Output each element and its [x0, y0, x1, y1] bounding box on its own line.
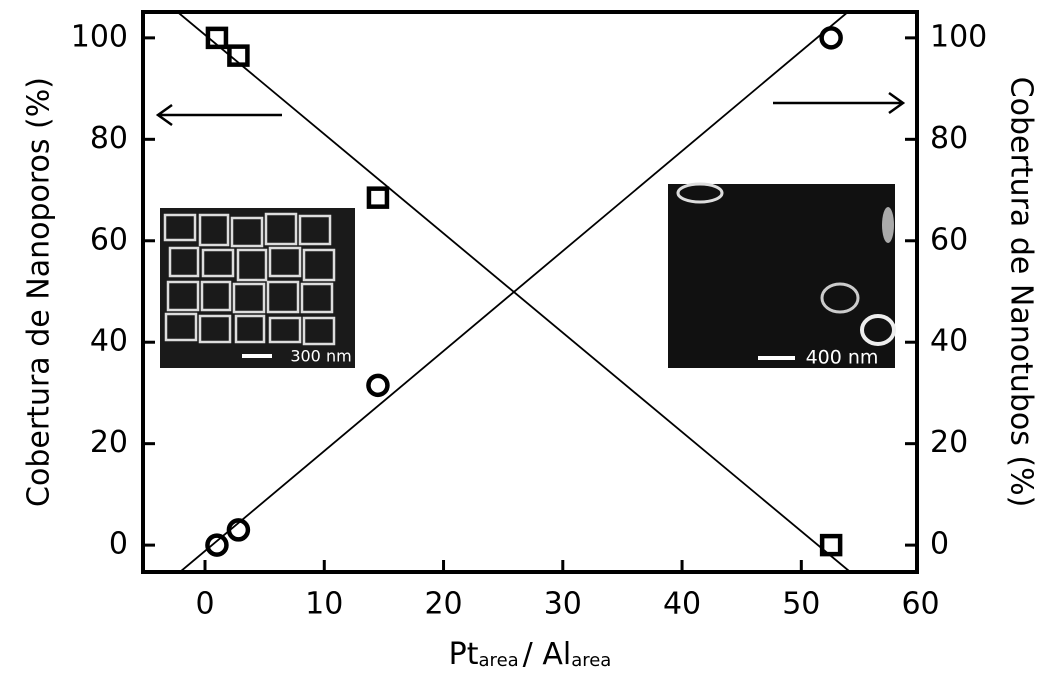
y2-tick-label: 100 [930, 19, 987, 54]
x-axis-label: Ptarea/ Alarea [449, 637, 612, 672]
x-label-part: Pt [449, 637, 479, 672]
x-label-sub: area [571, 650, 611, 671]
y-tick-label: 100 [71, 19, 128, 54]
y2-tick-label: 20 [930, 425, 968, 460]
x-tick-label: 60 [901, 587, 939, 622]
x-label-part: / Al [523, 637, 572, 672]
arrows [158, 93, 903, 125]
y-tick-label: 80 [90, 121, 128, 156]
y-axis-label: Cobertura de Nanoporos (%) [22, 77, 57, 507]
x-tick-label: 50 [782, 587, 820, 622]
inset-scale-label: 300 nm [290, 347, 351, 366]
inset-scale-label: 400 nm [806, 347, 879, 369]
y-tick-label: 20 [90, 425, 128, 460]
y-tick-label: 0 [109, 527, 128, 562]
square-marker [369, 189, 387, 207]
circle-marker [368, 376, 387, 395]
y-tick-label: 60 [90, 222, 128, 257]
x-tick-label: 40 [663, 587, 701, 622]
page: {"chart_data": { "type": "scatter", "yla… [0, 0, 1045, 675]
y2-axis-label: Cobertura de Nanotubos (%) [1004, 77, 1039, 508]
chart: Cobertura de Nanoporos (%) Cobertura de … [0, 0, 1045, 675]
y2-tick-label: 40 [930, 324, 968, 359]
inset-right [668, 184, 895, 368]
y-tick-label: 40 [90, 324, 128, 359]
circle-marker [822, 28, 841, 47]
y2-tick-label: 60 [930, 222, 968, 257]
inset-left [160, 208, 355, 368]
circle-marker [207, 536, 226, 555]
x-label-sub: area [479, 650, 519, 671]
y2-tick-label: 80 [930, 121, 968, 156]
x-tick-label: 30 [544, 587, 582, 622]
y2-tick-label: 0 [930, 527, 949, 562]
x-tick-label: 10 [305, 587, 343, 622]
x-tick-label: 0 [195, 587, 214, 622]
x-tick-label: 20 [424, 587, 462, 622]
